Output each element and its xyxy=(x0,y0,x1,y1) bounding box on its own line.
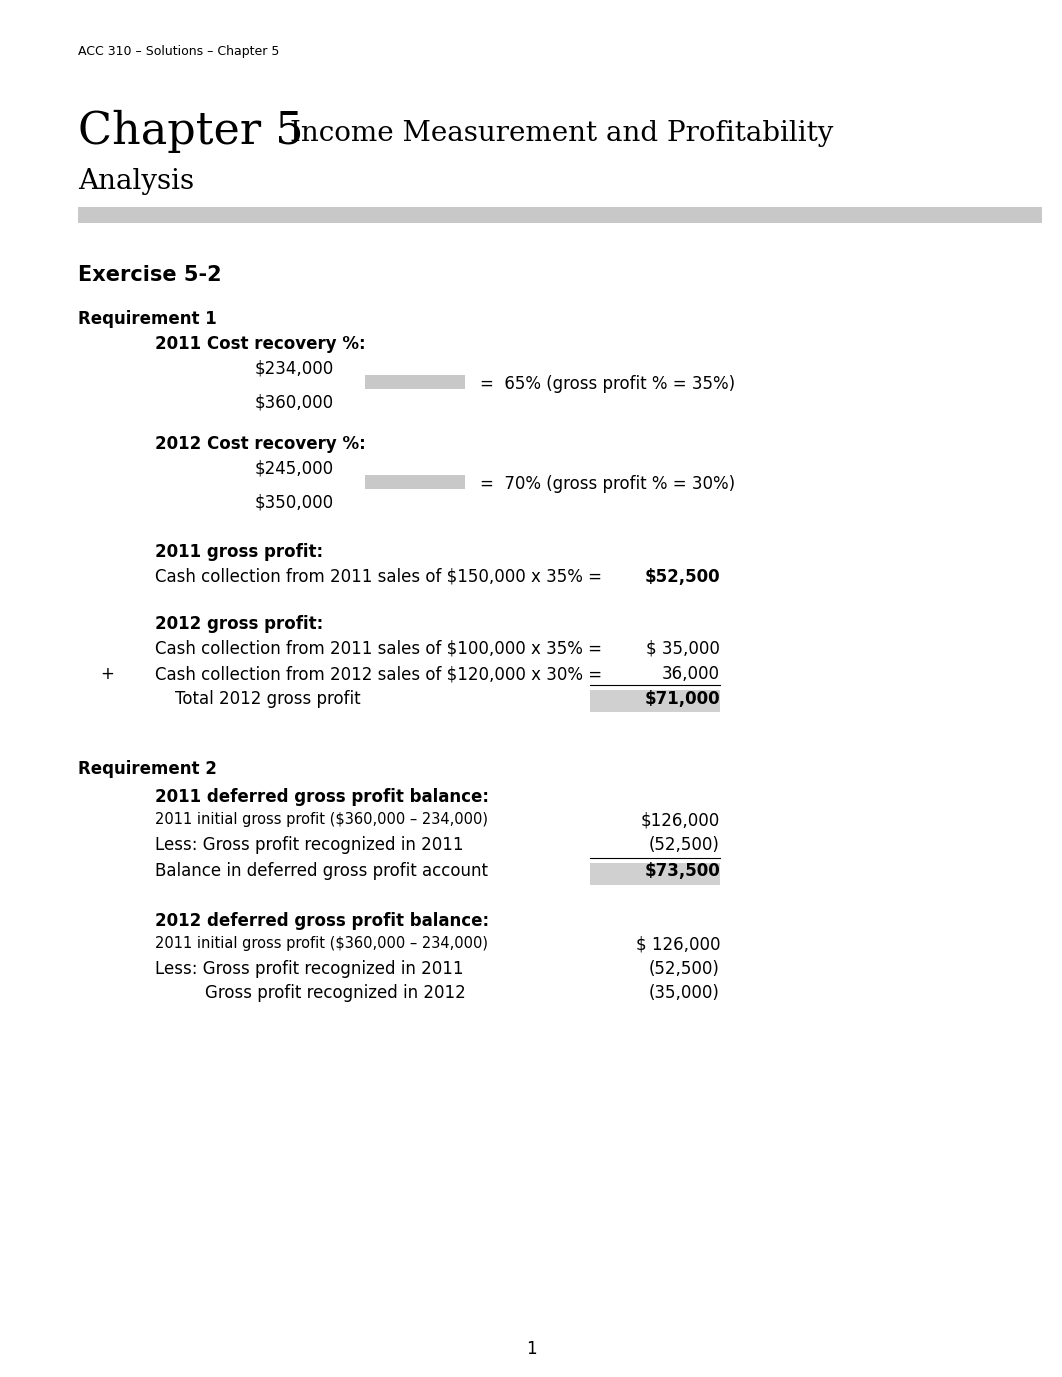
Text: Cash collection from 2011 sales of $100,000 x 35% =: Cash collection from 2011 sales of $100,… xyxy=(155,640,602,658)
Text: Gross profit recognized in 2012: Gross profit recognized in 2012 xyxy=(205,985,466,1002)
Bar xyxy=(365,475,465,489)
Text: (52,500): (52,500) xyxy=(649,836,720,854)
Text: $ 35,000: $ 35,000 xyxy=(646,640,720,658)
Text: 2011 initial gross profit ($360,000 – 234,000): 2011 initial gross profit ($360,000 – 23… xyxy=(155,936,489,952)
Text: ACC 310 – Solutions – Chapter 5: ACC 310 – Solutions – Chapter 5 xyxy=(78,45,279,58)
Text: Analysis: Analysis xyxy=(78,168,194,196)
Bar xyxy=(590,690,720,712)
Text: $350,000: $350,000 xyxy=(255,493,335,511)
Text: Requirement 2: Requirement 2 xyxy=(78,760,217,778)
Text: Cash collection from 2012 sales of $120,000 x 30% =: Cash collection from 2012 sales of $120,… xyxy=(155,665,602,683)
Text: Total 2012 gross profit: Total 2012 gross profit xyxy=(175,690,361,708)
Text: 2011 Cost recovery %:: 2011 Cost recovery %: xyxy=(155,335,365,353)
Text: $245,000: $245,000 xyxy=(255,460,335,478)
Text: $71,000: $71,000 xyxy=(645,690,720,708)
Text: Cash collection from 2011 sales of $150,000 x 35% =: Cash collection from 2011 sales of $150,… xyxy=(155,567,602,587)
Text: =  70% (gross profit % = 30%): = 70% (gross profit % = 30%) xyxy=(480,475,735,493)
Text: 2011 deferred gross profit balance:: 2011 deferred gross profit balance: xyxy=(155,788,489,806)
Text: 2012 gross profit:: 2012 gross profit: xyxy=(155,616,323,633)
Text: Exercise 5-2: Exercise 5-2 xyxy=(78,264,222,285)
Text: Income Measurement and Profitability: Income Measurement and Profitability xyxy=(290,120,834,147)
Text: +: + xyxy=(100,665,114,683)
Text: 2012 deferred gross profit balance:: 2012 deferred gross profit balance: xyxy=(155,912,490,929)
Text: Less: Gross profit recognized in 2011: Less: Gross profit recognized in 2011 xyxy=(155,960,463,978)
Text: 1: 1 xyxy=(526,1340,536,1358)
Text: (35,000): (35,000) xyxy=(649,985,720,1002)
Text: $52,500: $52,500 xyxy=(645,567,720,587)
Text: Less: Gross profit recognized in 2011: Less: Gross profit recognized in 2011 xyxy=(155,836,463,854)
Text: 2011 initial gross profit ($360,000 – 234,000): 2011 initial gross profit ($360,000 – 23… xyxy=(155,812,489,828)
Text: 2012 Cost recovery %:: 2012 Cost recovery %: xyxy=(155,435,365,453)
Text: 36,000: 36,000 xyxy=(662,665,720,683)
Text: Requirement 1: Requirement 1 xyxy=(78,310,217,328)
Text: =  65% (gross profit % = 35%): = 65% (gross profit % = 35%) xyxy=(480,375,735,392)
Text: Chapter 5: Chapter 5 xyxy=(78,110,304,153)
Text: $73,500: $73,500 xyxy=(645,862,720,880)
Text: $ 126,000: $ 126,000 xyxy=(635,936,720,954)
Bar xyxy=(590,863,720,885)
Bar xyxy=(365,375,465,388)
Text: $126,000: $126,000 xyxy=(640,812,720,830)
Text: 2011 gross profit:: 2011 gross profit: xyxy=(155,543,323,560)
Text: $234,000: $234,000 xyxy=(255,359,335,379)
Text: $360,000: $360,000 xyxy=(255,392,335,410)
Text: Balance in deferred gross profit account: Balance in deferred gross profit account xyxy=(155,862,489,880)
Text: (52,500): (52,500) xyxy=(649,960,720,978)
Bar xyxy=(78,207,1042,223)
